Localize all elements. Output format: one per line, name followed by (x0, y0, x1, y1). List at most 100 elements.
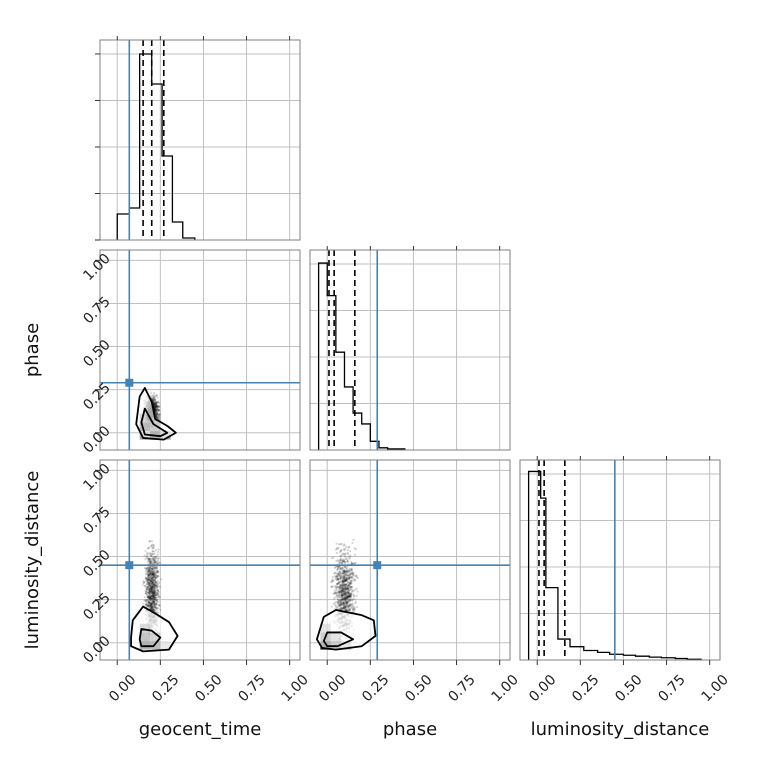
scatter-point (156, 557, 160, 560)
scatter-point (145, 567, 148, 570)
scatter-point (339, 543, 342, 546)
scatter-point (150, 568, 153, 571)
scatter-point (348, 595, 351, 599)
scatter-point (150, 604, 154, 608)
scatter-point (153, 600, 156, 603)
scatter-point (337, 571, 340, 574)
scatter-point (145, 556, 149, 559)
panel-geocent_time-luminosity_distance (99, 459, 301, 661)
scatter-point (349, 583, 352, 586)
scatter-point (339, 602, 342, 606)
scatter-point (146, 588, 150, 591)
scatter-point (349, 581, 352, 584)
scatter-point (338, 559, 342, 562)
scatter-point (152, 597, 156, 600)
scatter-point (338, 581, 341, 584)
scatter-point (151, 577, 154, 580)
scatter-point (353, 607, 356, 610)
scatter-point (154, 591, 157, 594)
scatter-point (343, 604, 346, 607)
scatter-point (336, 591, 339, 595)
scatter-point (345, 596, 348, 599)
scatter-point (154, 410, 158, 413)
scatter-point (151, 608, 154, 611)
scatter-point (336, 585, 339, 588)
scatter-point (339, 607, 343, 610)
scatter-point (334, 576, 337, 579)
scatter-point (338, 603, 341, 607)
scatter-point (334, 591, 337, 594)
panel-content (310, 250, 510, 450)
scatter-point (148, 576, 151, 579)
scatter-point (343, 606, 346, 609)
scatter-point (150, 596, 153, 599)
scatter-point (343, 596, 346, 599)
scatter-point (350, 569, 353, 572)
scatter-point (152, 582, 155, 585)
scatter-point (346, 587, 349, 590)
scatter-point (349, 580, 352, 584)
scatter-point (154, 581, 158, 584)
contour-outer (315, 609, 377, 651)
scatter-point (340, 589, 343, 592)
scatter-point (147, 586, 150, 590)
scatter-point (145, 599, 148, 602)
scatter-point (147, 559, 151, 562)
scatter-point (154, 585, 158, 588)
scatter-point (343, 598, 347, 601)
scatter-point (152, 592, 155, 595)
scatter-point (149, 562, 153, 565)
scatter-point (349, 594, 352, 597)
scatter-point (346, 560, 349, 563)
scatter-point (344, 558, 347, 561)
scatter-point (334, 586, 338, 589)
scatter-point (153, 556, 156, 559)
scatter-point (344, 585, 348, 589)
scatter-point (146, 588, 149, 592)
scatter-point (345, 589, 348, 592)
scatter-point (155, 415, 158, 418)
scatter-point (150, 576, 153, 579)
scatter-point (342, 595, 345, 598)
scatter-point (155, 569, 158, 572)
scatter-point (153, 587, 157, 590)
scatter-point (152, 571, 155, 575)
scatter-point (340, 594, 343, 597)
scatter-point (152, 592, 156, 596)
scatter-point (334, 572, 337, 575)
scatter-point (142, 584, 145, 587)
scatter-point (148, 589, 151, 592)
scatter-point (155, 404, 158, 407)
scatter-point (151, 600, 154, 603)
scatter-point (338, 600, 341, 603)
scatter-point (153, 583, 156, 586)
scatter-point (341, 567, 344, 571)
scatter-point (152, 594, 155, 597)
scatter-point (149, 584, 153, 588)
scatter-point (151, 589, 154, 593)
x-tick-label: 1.00 (279, 672, 312, 705)
scatter-point (151, 595, 154, 598)
scatter-point (150, 607, 153, 610)
scatter-point (153, 601, 156, 605)
scatter-point (146, 604, 150, 607)
scatter-point (349, 585, 352, 588)
scatter-point (159, 608, 162, 611)
scatter-point (344, 607, 348, 610)
scatter-point (346, 584, 350, 587)
scatter-point (346, 596, 349, 600)
scatter-point (150, 581, 154, 584)
scatter-point (341, 601, 345, 605)
scatter-point (335, 572, 339, 575)
scatter-point (345, 592, 348, 595)
scatter-point (345, 597, 348, 600)
scatter-point (339, 591, 343, 594)
scatter-point (153, 598, 156, 601)
scatter-point (340, 583, 343, 586)
scatter-point (148, 595, 151, 598)
scatter-point (151, 581, 155, 584)
scatter-point (341, 576, 344, 579)
scatter-point (152, 592, 156, 595)
scatter-point (341, 587, 344, 590)
